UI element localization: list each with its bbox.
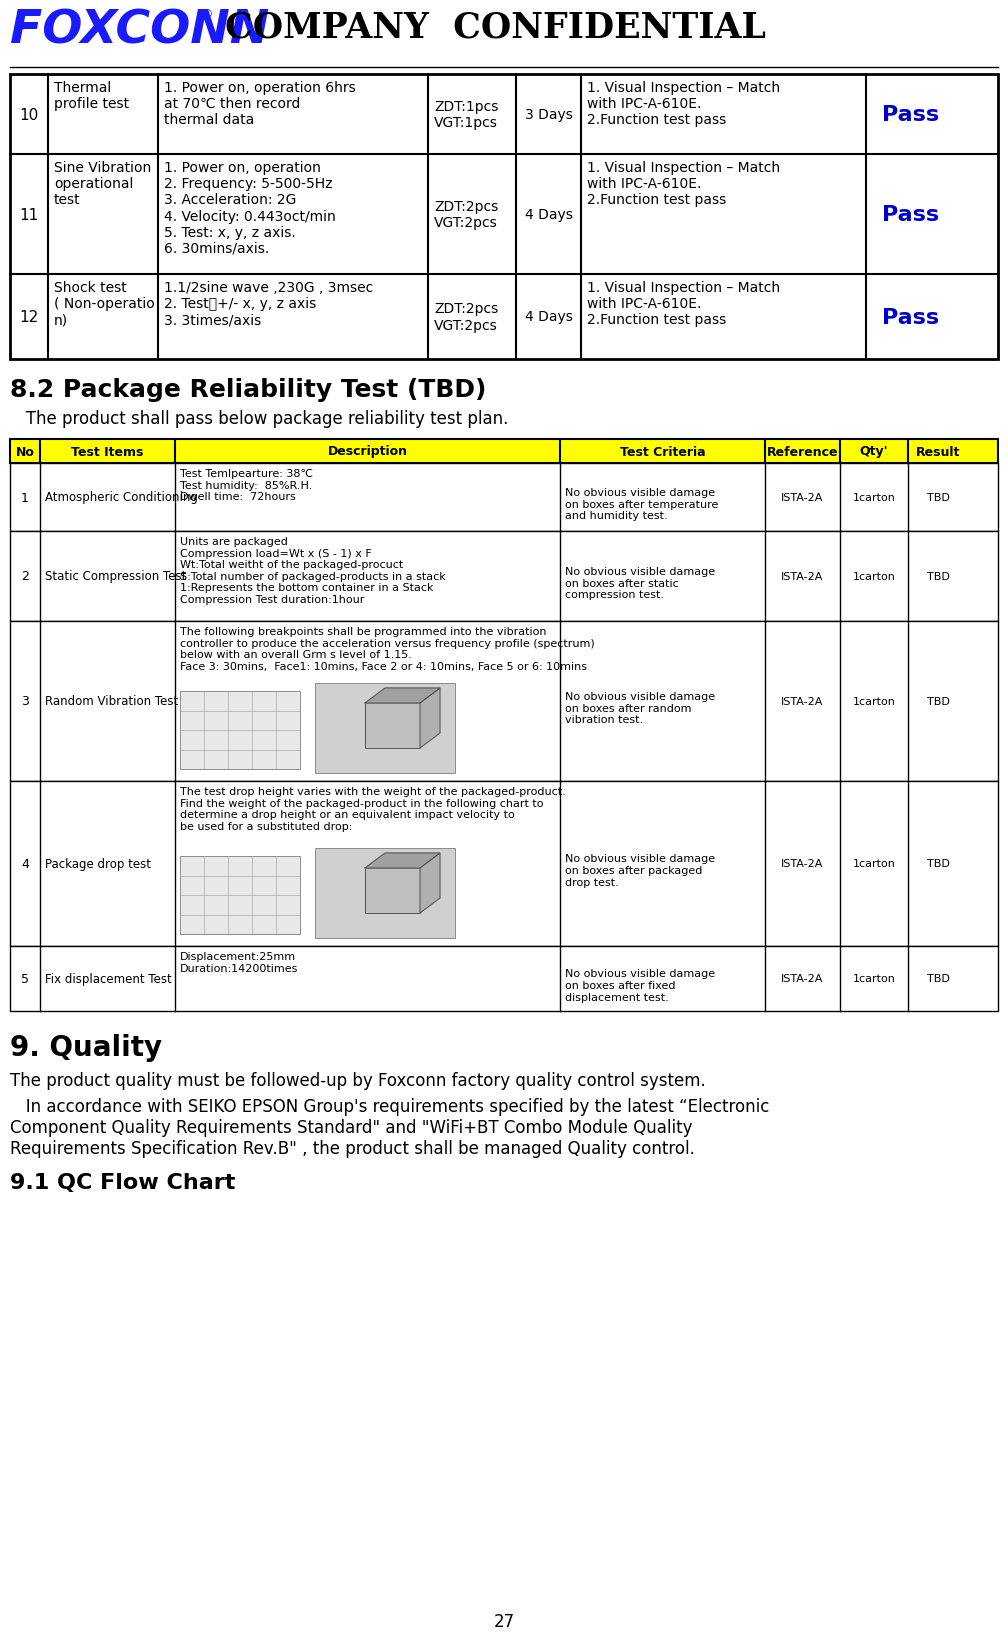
Text: Thermal
profile test: Thermal profile test [54, 82, 129, 111]
Bar [180, 692, 300, 770]
Text: 1. Visual Inspection – Match
with IPC-A-610E.
2.Function test pass: 1. Visual Inspection – Match with IPC-A-… [587, 162, 780, 207]
Text: ISTA-2A: ISTA-2A [781, 493, 824, 503]
Text: 2: 2 [21, 570, 29, 583]
Text: TBD: TBD [926, 858, 950, 868]
Text: ®: ® [200, 8, 213, 21]
Text: Static Compression Test: Static Compression Test [45, 570, 186, 583]
Bar [10, 439, 998, 463]
Text: COMPANY  CONFIDENTIAL: COMPANY CONFIDENTIAL [225, 10, 766, 44]
Bar [365, 868, 420, 914]
Text: 27: 27 [494, 1612, 514, 1630]
Text: 1. Power on, operation 6hrs
at 70℃ then record
thermal data: 1. Power on, operation 6hrs at 70℃ then … [164, 82, 356, 127]
Text: FOXCONN: FOXCONN [10, 8, 269, 52]
Polygon shape [365, 854, 440, 868]
Text: TBD: TBD [926, 571, 950, 581]
Text: 1carton: 1carton [853, 697, 895, 707]
Bar [10, 622, 998, 782]
Bar [10, 782, 998, 947]
Text: No obvious visible damage
on boxes after static
compression test.: No obvious visible damage on boxes after… [565, 566, 715, 601]
Text: Package drop test: Package drop test [45, 857, 151, 870]
Bar [180, 857, 300, 935]
Text: Reference: Reference [767, 446, 839, 459]
Text: In accordance with SEIKO EPSON Group's requirements specified by the latest “Ele: In accordance with SEIKO EPSON Group's r… [10, 1097, 769, 1157]
Text: Sine Vibration
operational
test: Sine Vibration operational test [54, 162, 151, 207]
Text: Test Items: Test Items [72, 446, 144, 459]
Text: The product quality must be followed-up by Foxconn factory quality control syste: The product quality must be followed-up … [10, 1071, 706, 1089]
Text: No obvious visible damage
on boxes after random
vibration test.: No obvious visible damage on boxes after… [565, 692, 715, 725]
Text: Atmospheric Conditioning: Atmospheric Conditioning [45, 491, 198, 504]
Text: 1. Visual Inspection – Match
with IPC-A-610E.
2.Function test pass: 1. Visual Inspection – Match with IPC-A-… [587, 281, 780, 326]
Text: 1: 1 [21, 491, 29, 504]
Text: 3: 3 [21, 695, 29, 708]
Text: Displacement:25mm
Duration:14200times: Displacement:25mm Duration:14200times [180, 951, 298, 973]
Text: Test Temlpearture: 38℃
Test humidity:  85%R.H.
Dwell time:  72hours: Test Temlpearture: 38℃ Test humidity: 85… [180, 468, 313, 503]
Text: No obvious visible damage
on boxes after packaged
drop test.: No obvious visible damage on boxes after… [565, 854, 715, 888]
Text: 10: 10 [19, 108, 38, 122]
Text: 4: 4 [21, 857, 29, 870]
Text: 11: 11 [19, 207, 38, 222]
Text: Pass: Pass [882, 206, 939, 225]
Text: 1. Visual Inspection – Match
with IPC-A-610E.
2.Function test pass: 1. Visual Inspection – Match with IPC-A-… [587, 82, 780, 127]
Text: No: No [15, 446, 34, 459]
Text: 8.2 Package Reliability Test (TBD): 8.2 Package Reliability Test (TBD) [10, 377, 487, 401]
Text: No obvious visible damage
on boxes after temperature
and humidity test.: No obvious visible damage on boxes after… [565, 488, 719, 521]
Polygon shape [420, 854, 440, 914]
Text: ZDT:2pcs
VGT:2pcs: ZDT:2pcs VGT:2pcs [434, 199, 498, 230]
Text: Result: Result [916, 446, 961, 459]
Bar [10, 947, 998, 1012]
Text: ISTA-2A: ISTA-2A [781, 571, 824, 581]
Text: TBD: TBD [926, 974, 950, 984]
Text: 9. Quality: 9. Quality [10, 1033, 162, 1061]
Bar [10, 75, 998, 359]
Text: 3 Days: 3 Days [524, 108, 573, 122]
Text: The following breakpoints shall be programmed into the vibration
controller to p: The following breakpoints shall be progr… [180, 627, 595, 671]
Bar [314, 849, 455, 938]
Text: ISTA-2A: ISTA-2A [781, 974, 824, 984]
Text: 1.1/2sine wave ,230G , 3msec
2. Test：+/- x, y, z axis
3. 3times/axis: 1.1/2sine wave ,230G , 3msec 2. Test：+/-… [164, 281, 373, 326]
Text: 4 Days: 4 Days [524, 310, 573, 325]
Bar [314, 684, 455, 774]
Text: Description: Description [328, 446, 407, 459]
Bar [10, 532, 998, 622]
Text: The product shall pass below package reliability test plan.: The product shall pass below package rel… [10, 410, 508, 428]
Text: 1carton: 1carton [853, 974, 895, 984]
Text: Test Criteria: Test Criteria [620, 446, 706, 459]
Text: ISTA-2A: ISTA-2A [781, 858, 824, 868]
Text: Fix displacement Test: Fix displacement Test [45, 973, 171, 986]
Text: 1. Power on, operation
2. Frequency: 5-500-5Hz
3. Acceleration: 2G
4. Velocity: : 1. Power on, operation 2. Frequency: 5-5… [164, 162, 336, 256]
Text: Units are packaged
Compression load=Wt x (S - 1) x F
Wt:Total weitht of the pack: Units are packaged Compression load=Wt x… [180, 537, 446, 604]
Text: Pass: Pass [882, 104, 939, 126]
Text: 1carton: 1carton [853, 493, 895, 503]
Text: 1carton: 1carton [853, 858, 895, 868]
Text: No obvious visible damage
on boxes after fixed
displacement test.: No obvious visible damage on boxes after… [565, 969, 715, 1002]
Text: Random Vibration Test: Random Vibration Test [45, 695, 178, 708]
Text: 9.1 QC Flow Chart: 9.1 QC Flow Chart [10, 1172, 236, 1193]
Text: Shock test
( Non-operatio
n): Shock test ( Non-operatio n) [54, 281, 155, 326]
Text: The test drop height varies with the weight of the packaged-product.
Find the we: The test drop height varies with the wei… [180, 787, 565, 831]
Text: 1carton: 1carton [853, 571, 895, 581]
Polygon shape [420, 689, 440, 749]
Bar [365, 703, 420, 749]
Text: 12: 12 [19, 310, 38, 325]
Polygon shape [365, 689, 440, 703]
Text: TBD: TBD [926, 493, 950, 503]
Text: Pass: Pass [882, 307, 939, 328]
Text: TBD: TBD [926, 697, 950, 707]
Text: 4 Days: 4 Days [524, 207, 573, 222]
Text: ISTA-2A: ISTA-2A [781, 697, 824, 707]
Text: 5: 5 [21, 973, 29, 986]
Text: Qty': Qty' [860, 446, 888, 459]
Bar [10, 463, 998, 532]
Text: ZDT:1pcs
VGT:1pcs: ZDT:1pcs VGT:1pcs [434, 100, 498, 131]
Text: ZDT:2pcs
VGT:2pcs: ZDT:2pcs VGT:2pcs [434, 302, 498, 333]
